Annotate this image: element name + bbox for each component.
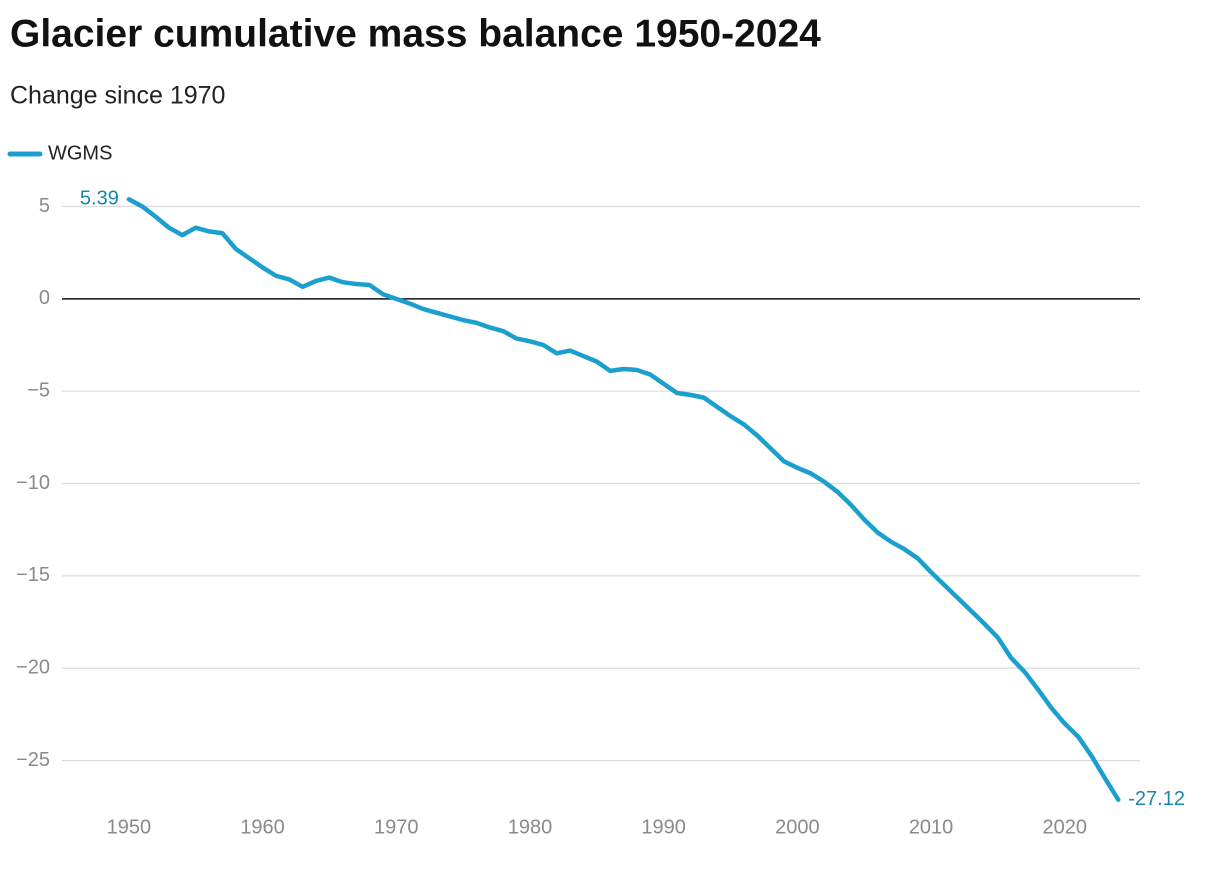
chart-title: Glacier cumulative mass balance 1950-202… <box>10 12 821 55</box>
value-label: 5.39 <box>80 188 119 210</box>
x-tick-label: 2010 <box>909 816 954 838</box>
chart-subtitle: Change since 1970 <box>10 82 225 110</box>
x-tick-label: 1960 <box>240 816 285 838</box>
y-tick-label: −10 <box>16 472 50 494</box>
y-tick-label: −20 <box>16 657 50 679</box>
x-tick-label: 1950 <box>107 816 152 838</box>
y-tick-label: −15 <box>16 564 50 586</box>
data-line <box>126 197 1121 802</box>
x-tick-label: 1980 <box>508 816 553 838</box>
value-label: -27.12 <box>1128 788 1185 810</box>
x-tick-label: 2000 <box>775 816 820 838</box>
y-tick-label: 5 <box>39 195 50 217</box>
x-tick-label: 1990 <box>641 816 686 838</box>
x-tick-label: 2020 <box>1043 816 1088 838</box>
x-tick-label: 1970 <box>374 816 419 838</box>
legend-label: WGMS <box>48 142 112 164</box>
y-tick-label: −25 <box>16 749 50 771</box>
y-tick-label: 0 <box>39 287 50 309</box>
y-tick-label: −5 <box>27 379 50 401</box>
